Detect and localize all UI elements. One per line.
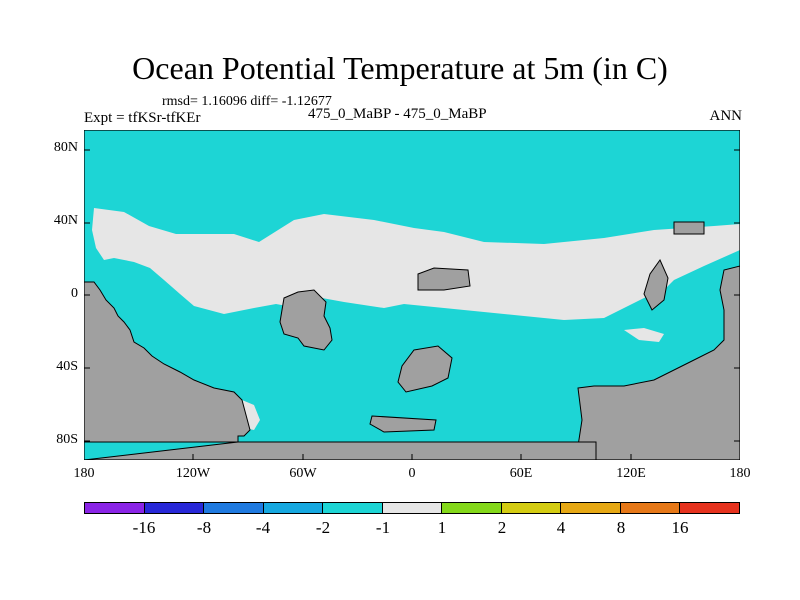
near-zero-region bbox=[92, 208, 740, 430]
colorbar-label: -16 bbox=[132, 518, 156, 537]
colorbar-label: -8 bbox=[196, 518, 212, 537]
antarctica-land bbox=[84, 441, 597, 460]
indian-ocean-island bbox=[397, 345, 453, 393]
colorbar-label: 8 bbox=[616, 518, 626, 537]
lat-tick-label: 80S bbox=[56, 432, 78, 447]
landmass bbox=[84, 221, 740, 460]
experiment-label: Expt = tfKSr-tfKEr bbox=[84, 110, 201, 126]
arabia-land bbox=[417, 267, 471, 291]
colorbar-label: -2 bbox=[315, 518, 331, 537]
colorbar-bin bbox=[85, 503, 145, 513]
colorbar-label: -1 bbox=[375, 518, 391, 537]
colorbar-bin bbox=[323, 503, 383, 513]
map-panel bbox=[84, 130, 740, 460]
colorbar-bin bbox=[144, 503, 205, 513]
colorbar bbox=[84, 502, 740, 514]
colorbar-label: -4 bbox=[255, 518, 271, 537]
mediterranean-patch bbox=[673, 221, 705, 235]
lat-tick-label: 40N bbox=[53, 213, 78, 228]
colorbar-label: 1 bbox=[437, 518, 447, 537]
western-pacific-patch bbox=[624, 328, 664, 342]
colorbar-bin bbox=[442, 503, 502, 513]
colorbar-bin bbox=[561, 503, 621, 513]
lat-tick-label: 80N bbox=[53, 140, 78, 155]
temperature-map bbox=[84, 130, 740, 460]
case-label: 475_0_MaBP - 475_0_MaBP bbox=[308, 106, 487, 122]
lat-tick-label: 40S bbox=[56, 359, 78, 374]
americas-land bbox=[84, 281, 251, 443]
lon-tick-label: 120E bbox=[616, 466, 646, 481]
colorbar-bin bbox=[204, 503, 264, 513]
rmsd-diff-stats: rmsd= 1.16096 diff= -1.12677 bbox=[162, 94, 332, 109]
colorbar-label: 2 bbox=[497, 518, 507, 537]
lon-tick-label: 120W bbox=[175, 466, 211, 481]
lon-tick-label: 180 bbox=[73, 466, 95, 481]
pacific-atlantic-band bbox=[92, 208, 740, 320]
africa-land bbox=[279, 289, 333, 351]
colorbar-bin bbox=[501, 503, 562, 513]
colorbar-bin bbox=[620, 503, 681, 513]
ross-sea-patch bbox=[369, 415, 437, 433]
lon-tick-label: 60W bbox=[289, 466, 317, 481]
colorbar-label: 16 bbox=[671, 518, 689, 537]
tick-marks bbox=[84, 149, 740, 460]
colorbar-bin bbox=[680, 503, 740, 513]
japan-arc-land bbox=[643, 258, 669, 311]
colorbar-bin bbox=[263, 503, 324, 513]
plot-title: Ocean Potential Temperature at 5m (in C) bbox=[132, 50, 668, 86]
season-label: ANN bbox=[709, 108, 743, 124]
lon-tick-label: 0 bbox=[408, 466, 416, 481]
lon-tick-label: 60E bbox=[509, 466, 533, 481]
colorbar-bin bbox=[382, 503, 443, 513]
lat-tick-label: 0 bbox=[71, 286, 78, 301]
lon-tick-label: 180 bbox=[729, 466, 751, 481]
colorbar-label: 4 bbox=[556, 518, 566, 537]
